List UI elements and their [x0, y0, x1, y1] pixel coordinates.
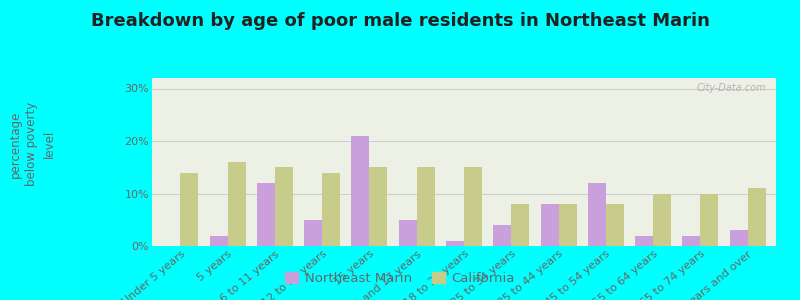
- Bar: [541, 204, 558, 246]
- Text: Breakdown by age of poor male residents in Northeast Marin: Breakdown by age of poor male residents …: [90, 12, 710, 30]
- Bar: [228, 162, 246, 246]
- Bar: [730, 230, 748, 246]
- Bar: [748, 188, 766, 246]
- Bar: [275, 167, 293, 246]
- Bar: [180, 172, 198, 246]
- Bar: [370, 167, 387, 246]
- Bar: [398, 220, 417, 246]
- Bar: [417, 167, 434, 246]
- Text: City-Data.com: City-Data.com: [697, 83, 766, 93]
- Bar: [351, 136, 370, 246]
- Bar: [606, 204, 624, 246]
- Bar: [446, 241, 464, 246]
- Bar: [588, 183, 606, 246]
- Bar: [635, 236, 653, 246]
- Bar: [700, 194, 718, 246]
- Legend: Northeast Marin, California: Northeast Marin, California: [280, 267, 520, 290]
- Bar: [464, 167, 482, 246]
- Bar: [257, 183, 275, 246]
- Bar: [653, 194, 671, 246]
- Bar: [558, 204, 577, 246]
- Text: percentage
below poverty
level: percentage below poverty level: [9, 102, 55, 186]
- Bar: [682, 236, 700, 246]
- Bar: [304, 220, 322, 246]
- Bar: [494, 225, 511, 246]
- Bar: [322, 172, 340, 246]
- Bar: [511, 204, 530, 246]
- Bar: [210, 236, 228, 246]
